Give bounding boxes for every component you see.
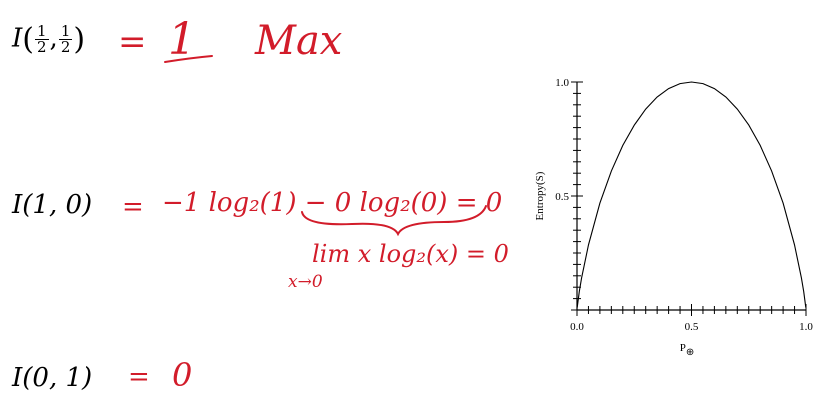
underbrace-stroke <box>301 205 487 237</box>
handwritten-value-1: 1 <box>168 14 196 65</box>
y-tick-label: 1.0 <box>555 77 569 89</box>
entropy-curve <box>576 81 807 308</box>
chart-tick-labels: 0.0 0.5 1.0 0.5 1.0 <box>555 77 813 333</box>
x-axis-label: P⊕ <box>680 342 695 358</box>
chart-labels: Entropy(S) P⊕ <box>534 171 694 358</box>
y-tick-label: 0.5 <box>555 191 569 203</box>
handwritten-equals-1: = <box>118 22 147 62</box>
x-tick-label: 1.0 <box>799 321 813 333</box>
handwritten-value-3: 0 <box>172 356 193 394</box>
underline-stroke <box>164 55 213 63</box>
handwritten-equals-3: = <box>128 362 150 392</box>
y-axis-label: Entropy(S) <box>534 171 546 220</box>
chart-ticks <box>571 81 807 316</box>
equation-half: I(1 2, 1 2) <box>12 22 86 57</box>
handwritten-expression: −1 log₂(1) − 0 log₂(0) = 0 <box>162 188 503 218</box>
handwritten-equals-2: = <box>122 192 144 222</box>
x-axis-label-subscript: ⊕ <box>686 347 694 358</box>
chart-axes <box>576 82 806 311</box>
equation-half-lhs: I <box>12 23 23 54</box>
x-tick-label: 0.0 <box>570 321 584 333</box>
equation-one-zero-lhs: I(1, 0) <box>12 190 93 220</box>
handwritten-limit-subscript: x→0 <box>288 272 323 292</box>
equation-zero-one-lhs: I(0, 1) <box>12 363 93 393</box>
handwritten-limit: lim x log₂(x) = 0 <box>312 240 509 268</box>
x-tick-label: 0.5 <box>685 321 699 333</box>
handwritten-max: Max <box>255 18 343 64</box>
